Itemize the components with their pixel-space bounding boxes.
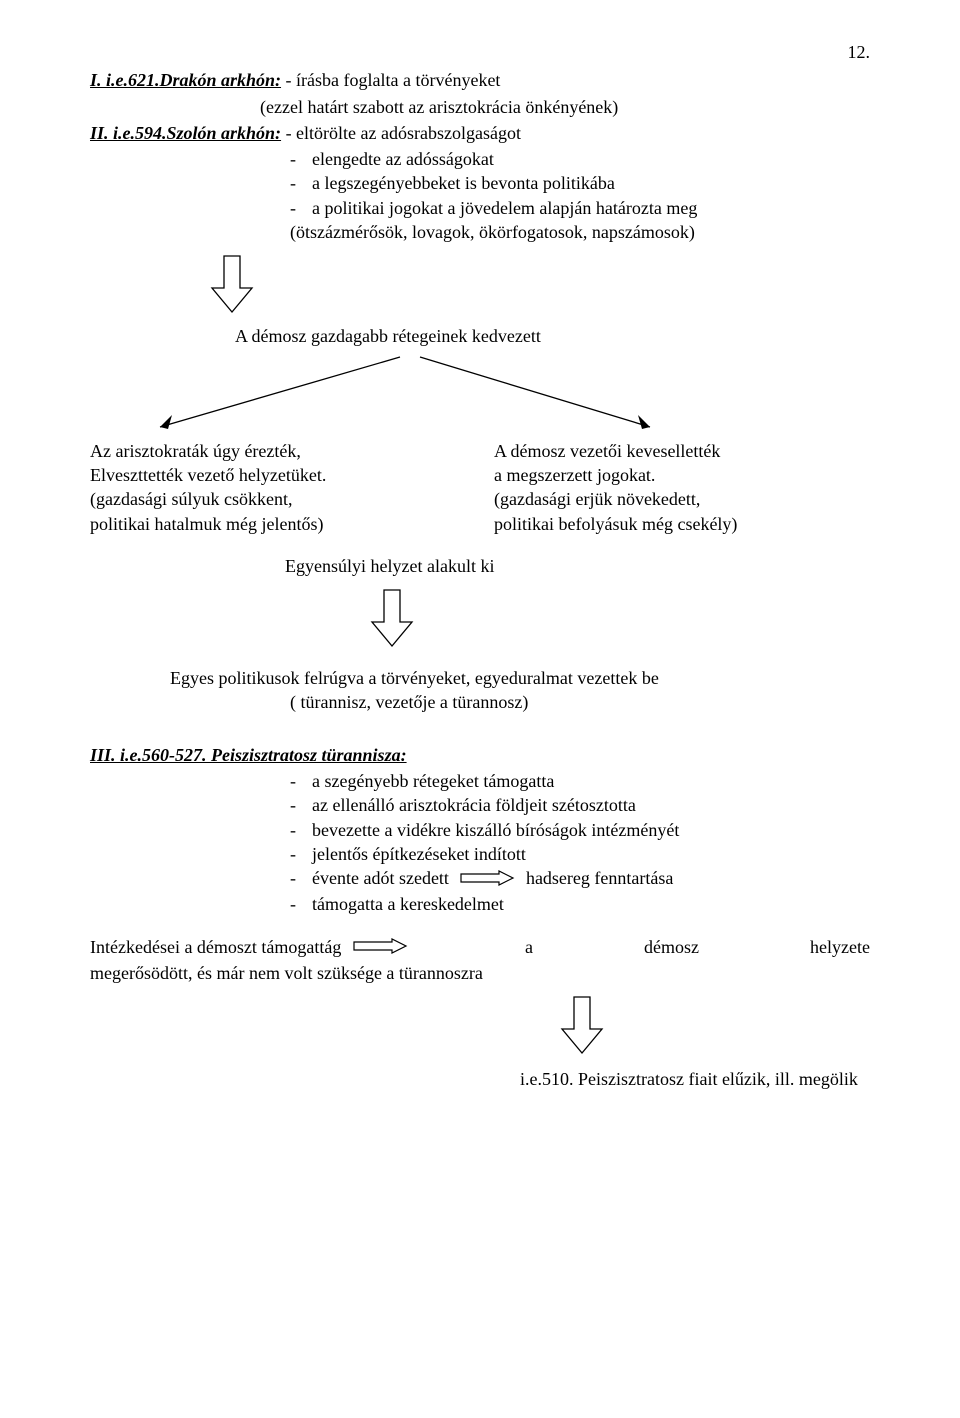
- bullet-text: évente adót szedett hadsereg fenntartása: [312, 866, 673, 892]
- section-3-bullets: -a szegényebb rétegeket támogatta -az el…: [290, 769, 870, 917]
- section-2-tail: - eltörölte az adósrabszolgaságot: [281, 123, 521, 143]
- bullet-text: elengedte az adósságokat: [312, 147, 494, 171]
- section-1-tail: - írásba foglalta a törvényeket: [281, 70, 500, 90]
- right-l3: (gazdasági erjük növekedett,: [494, 487, 870, 511]
- inline-arrow-right-icon: [459, 868, 515, 892]
- left-column: Az arisztokraták úgy érezték, Elveszttet…: [90, 439, 466, 536]
- result-1: A démosz gazdagabb rétegeinek kedvezett: [235, 324, 870, 348]
- right-l1: A démosz vezetői kevesellették: [494, 439, 870, 463]
- final-l1c: démosz: [644, 935, 699, 961]
- bullet-text: támogatta a kereskedelmet: [312, 892, 504, 916]
- section-1-lead: I. i.e.621.Drakón arkhón:: [90, 70, 281, 90]
- politicians-l1: Egyes politikusok felrúgva a törvényeket…: [170, 666, 870, 690]
- bullet-text: jelentős építkezéseket indított: [312, 842, 526, 866]
- left-l1: Az arisztokraták úgy érezték,: [90, 439, 466, 463]
- footer-text: i.e.510. Peiszisztratosz fiait elűzik, i…: [520, 1067, 870, 1091]
- bullet-text: a legszegényebbeket is bevonta politikáb…: [312, 171, 615, 195]
- diverging-arrows-icon: [110, 349, 810, 439]
- army-tail: hadsereg fenntartása: [526, 868, 673, 888]
- bullet-text: a politikai jogokat a jövedelem alapján …: [312, 196, 697, 220]
- section-3-heading: III. i.e.560-527. Peiszisztratosz türann…: [90, 743, 870, 767]
- section-2-heading: II. i.e.594.Szolón arkhón: - eltörölte a…: [90, 121, 870, 145]
- bullet-text: az ellenálló arisztokrácia földjeit szét…: [312, 793, 636, 817]
- equilibrium-text: Egyensúlyi helyzet alakult ki: [285, 554, 870, 578]
- section-1-paren: (ezzel határt szabott az arisztokrácia ö…: [260, 95, 870, 119]
- left-l3: (gazdasági súlyuk csökkent,: [90, 487, 466, 511]
- final-l1a: Intézkedései a démoszt támogattág: [90, 937, 341, 957]
- block-arrow-down-icon: [210, 254, 254, 314]
- right-column: A démosz vezetői kevesellették a megszer…: [494, 439, 870, 536]
- two-column-row: Az arisztokraták úgy érezték, Elveszttet…: [90, 439, 870, 536]
- left-l4: politikai hatalmuk még jelentős): [90, 512, 466, 536]
- page-number: 12.: [90, 40, 870, 64]
- right-l2: a megszerzett jogokat.: [494, 463, 870, 487]
- block-arrow-down-icon: [370, 588, 414, 648]
- inline-arrow-right-icon: [352, 936, 408, 960]
- final-paragraph: Intézkedései a démoszt támogattág a démo…: [90, 935, 870, 985]
- bullet-text: a szegényebb rétegeket támogatta: [312, 769, 554, 793]
- left-l2: Elveszttették vezető helyzetüket.: [90, 463, 466, 487]
- bullet-text: (ötszázmérősök, lovagok, ökörfogatosok, …: [290, 220, 695, 244]
- politicians-l2: ( türannisz, vezetője a türannosz): [290, 690, 870, 714]
- section-2-lead: II. i.e.594.Szolón arkhón:: [90, 123, 281, 143]
- politicians-block: Egyes politikusok felrúgva a törvényeket…: [170, 666, 870, 715]
- final-l1d: helyzete: [810, 935, 870, 961]
- bullet-text: bevezette a vidékre kiszálló bíróságok i…: [312, 818, 679, 842]
- section-2-bullets: -elengedte az adósságokat -a legszegénye…: [290, 147, 870, 244]
- final-l2: megerősödött, és már nem volt szüksége a…: [90, 961, 870, 985]
- final-l1b: a: [525, 935, 533, 961]
- block-arrow-down-icon: [560, 995, 604, 1055]
- section-3-lead: III. i.e.560-527. Peiszisztratosz türann…: [90, 745, 407, 765]
- section-1-heading: I. i.e.621.Drakón arkhón: - írásba fogla…: [90, 68, 870, 92]
- right-l4: politikai befolyásuk még csekély): [494, 512, 870, 536]
